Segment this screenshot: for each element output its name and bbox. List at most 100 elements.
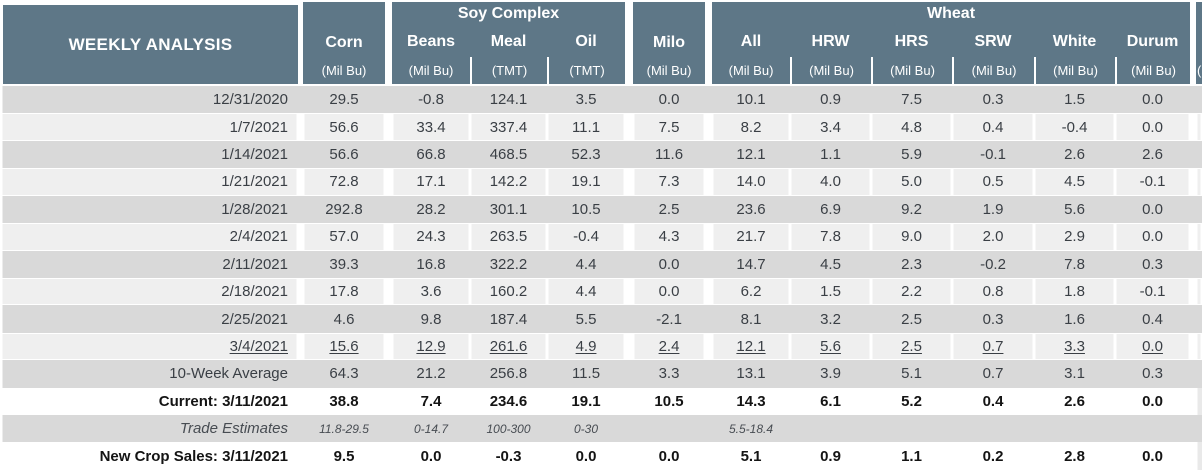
column-header-beans: Beans bbox=[392, 26, 470, 57]
clipped-column-unit: ( bbox=[1196, 57, 1202, 86]
cell-oil: -0.4 bbox=[547, 223, 626, 251]
clipped-column-cell bbox=[1196, 387, 1202, 416]
cell-white: 1.6 bbox=[1034, 305, 1116, 333]
column-gap bbox=[625, 277, 634, 306]
row-label: 12/31/2020 bbox=[0, 86, 298, 114]
cell-hrw: 3.2 bbox=[790, 305, 872, 333]
table-row: 12/31/2020 29.5 -0.8 124.1 3.5 0.0 10.1 0.9 7.5 0… bbox=[0, 86, 1202, 114]
cell-oil: 19.1 bbox=[547, 168, 626, 196]
cell-durum bbox=[1115, 415, 1191, 443]
cell-all: 8.2 bbox=[712, 113, 791, 141]
table-row: 2/11/2021 39.3 16.8 322.2 4.4 0.0 14.7 4.5 2.3 -0… bbox=[0, 250, 1202, 278]
table-row: 2/4/2021 57.0 24.3 263.5 -0.4 4.3 21.7 7.8 9.0 2.… bbox=[0, 223, 1202, 251]
cell-srw bbox=[952, 415, 1035, 443]
cell-oil: 0.0 bbox=[547, 442, 626, 470]
cell-durum: 0.4 bbox=[1115, 305, 1191, 333]
cell-hrs: 9.0 bbox=[871, 223, 953, 251]
cell-srw: 0.3 bbox=[952, 86, 1035, 114]
column-gap bbox=[385, 168, 392, 196]
cell-oil: 11.5 bbox=[547, 360, 626, 388]
clipped-column-cell bbox=[1196, 195, 1202, 224]
cell-white bbox=[1034, 415, 1116, 443]
clipped-column-cell bbox=[1196, 168, 1202, 196]
cell-corn: 57.0 bbox=[303, 223, 385, 251]
cell-milo: 11.6 bbox=[633, 140, 706, 169]
column-gap bbox=[625, 86, 634, 114]
cell-corn: 17.8 bbox=[303, 277, 385, 306]
cell-srw: 0.4 bbox=[952, 387, 1035, 416]
cell-milo: 0.0 bbox=[633, 86, 706, 114]
cell-white: 2.9 bbox=[1034, 223, 1116, 251]
cell-corn: 64.3 bbox=[303, 360, 385, 388]
column-gap bbox=[298, 360, 303, 388]
row-label: 2/4/2021 bbox=[0, 223, 298, 251]
cell-beans: 33.4 bbox=[392, 113, 470, 141]
cell-all: 14.3 bbox=[712, 387, 791, 416]
cell-durum: 2.6 bbox=[1115, 140, 1191, 169]
cell-milo: 3.3 bbox=[633, 360, 706, 388]
cell-durum: 0.0 bbox=[1115, 223, 1191, 251]
column-gap bbox=[705, 223, 713, 251]
cell-milo: 10.5 bbox=[633, 387, 706, 416]
cell-meal: 142.2 bbox=[470, 168, 547, 196]
cell-beans: 16.8 bbox=[392, 250, 470, 278]
cell-meal: 256.8 bbox=[470, 360, 547, 388]
cell-durum: 0.0 bbox=[1115, 86, 1191, 114]
cell-all: 14.7 bbox=[712, 250, 791, 278]
cell-beans: 3.6 bbox=[392, 277, 470, 306]
column-gap bbox=[625, 305, 634, 333]
clipped-column-cell bbox=[1196, 223, 1202, 251]
cell-meal: 160.2 bbox=[470, 277, 547, 306]
row-label: 1/28/2021 bbox=[0, 195, 298, 224]
column-header-srw: SRW bbox=[952, 26, 1035, 57]
column-gap bbox=[1190, 168, 1197, 196]
column-gap bbox=[385, 195, 392, 224]
cell-meal: 263.5 bbox=[470, 223, 547, 251]
cell-milo: 0.0 bbox=[633, 250, 706, 278]
cell-hrs: 9.2 bbox=[871, 195, 953, 224]
column-gap bbox=[298, 168, 303, 196]
column-gap bbox=[1190, 86, 1197, 114]
column-gap bbox=[625, 250, 634, 278]
column-gap bbox=[705, 113, 713, 141]
column-unit-hrw: (Mil Bu) bbox=[790, 57, 872, 86]
cell-oil: 10.5 bbox=[547, 195, 626, 224]
cell-hrw: 6.1 bbox=[790, 387, 872, 416]
column-gap bbox=[298, 223, 303, 251]
column-header-hrs: HRS bbox=[871, 26, 953, 57]
cell-srw: 0.8 bbox=[952, 277, 1035, 306]
cell-hrw: 0.9 bbox=[790, 86, 872, 114]
header-group-row: WEEKLY ANALYSIS Corn Soy Complex Milo Wh… bbox=[0, 0, 1202, 86]
column-header-durum: Durum bbox=[1115, 26, 1191, 57]
column-gap bbox=[298, 86, 303, 114]
cell-hrw: 6.9 bbox=[790, 195, 872, 224]
header-name-row: Beans Meal Oil All HRW HRS SRW White Dur… bbox=[0, 26, 1202, 57]
cell-durum: -0.1 bbox=[1115, 168, 1191, 196]
cell-srw: 0.3 bbox=[952, 305, 1035, 333]
cell-durum: 0.0 bbox=[1115, 113, 1191, 141]
column-header-white: White bbox=[1034, 26, 1116, 57]
cell-milo: 4.3 bbox=[633, 223, 706, 251]
table-row: Current: 3/11/2021 38.8 7.4 234.6 19.1 10.5 14… bbox=[0, 387, 1202, 416]
column-gap bbox=[385, 305, 392, 333]
cell-meal: 100-300 bbox=[470, 415, 547, 443]
column-unit-all-wheat: (Mil Bu) bbox=[712, 57, 791, 86]
cell-corn: 292.8 bbox=[303, 195, 385, 224]
cell-oil: 4.4 bbox=[547, 250, 626, 278]
cell-all: 13.1 bbox=[712, 360, 791, 388]
table-row: 10-Week Average 64.3 21.2 256.8 11.5 3.3 13.1 3… bbox=[0, 360, 1202, 388]
cell-srw: 0.4 bbox=[952, 113, 1035, 141]
column-gap bbox=[625, 360, 634, 388]
column-gap bbox=[385, 360, 392, 388]
cell-all: 21.7 bbox=[712, 223, 791, 251]
cell-hrw: 1.1 bbox=[790, 140, 872, 169]
cell-durum: -0.1 bbox=[1115, 277, 1191, 306]
cell-hrw: 3.9 bbox=[790, 360, 872, 388]
table-row: 1/14/2021 56.6 66.8 468.5 52.3 11.6 12.1 1.1 5.9… bbox=[0, 140, 1202, 169]
column-gap bbox=[705, 86, 713, 114]
cell-white: -0.4 bbox=[1034, 113, 1116, 141]
column-gap bbox=[625, 387, 634, 416]
table-row: 1/7/2021 56.6 33.4 337.4 11.1 7.5 8.2 3.4 4.8 0.4… bbox=[0, 113, 1202, 141]
cell-milo: 7.5 bbox=[633, 113, 706, 141]
cell-meal: 124.1 bbox=[470, 86, 547, 114]
